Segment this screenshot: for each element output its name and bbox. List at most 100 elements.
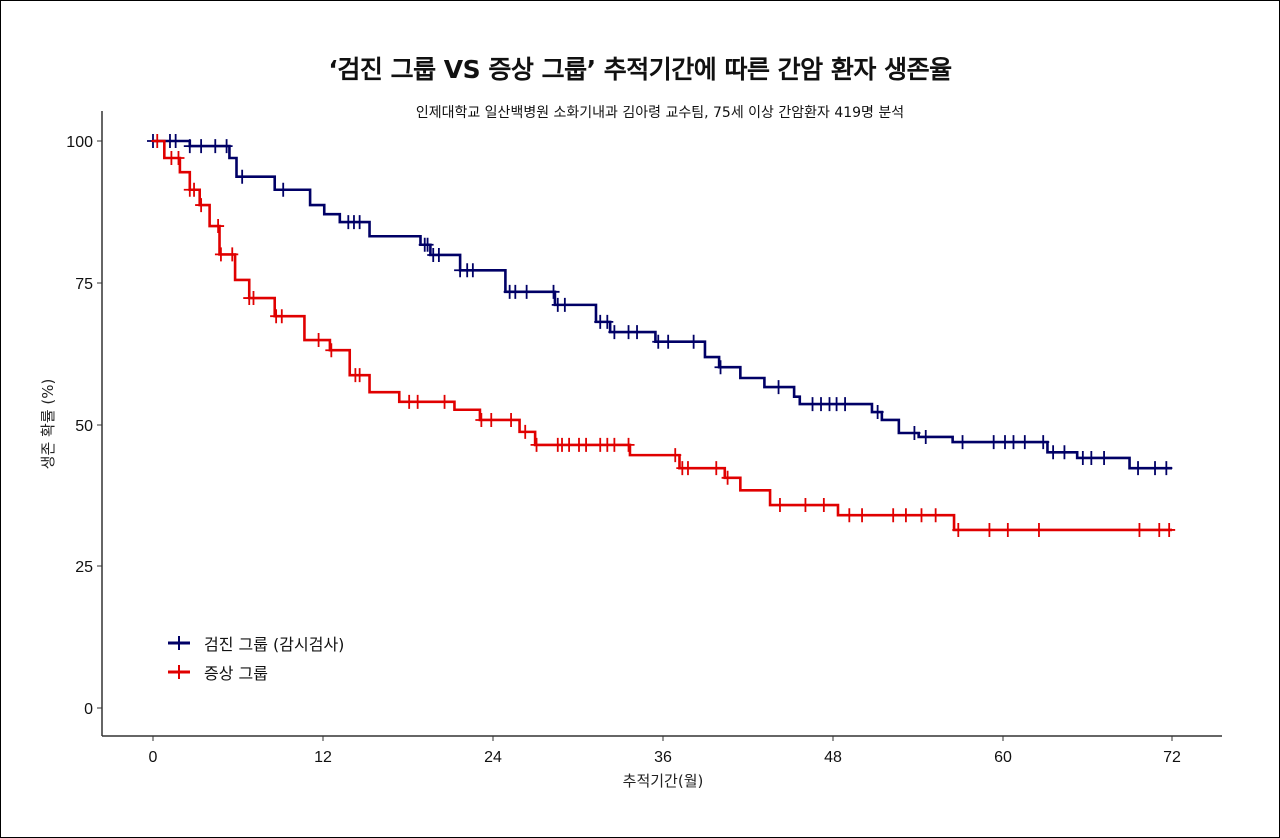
screening-group-curve [153,139,1172,470]
censor-mark-icon [312,333,325,348]
censor-mark-icon [1098,450,1111,465]
censor-mark-icon [714,360,727,375]
censor-mark-icon [843,508,856,523]
censor-mark-icon [485,412,498,427]
censor-mark-icon [1032,522,1045,537]
censor-mark-icon [209,139,222,154]
legend: 검진 그룹 (감시검사) 증상 그룹 [168,635,344,683]
censor-mark-icon [687,334,700,349]
censor-mark-icon [169,134,182,148]
censor-mark-icon [608,437,621,452]
censor-mark-icon [1160,461,1173,476]
censor-mark-icon [919,429,932,444]
legend-item-screening: 검진 그룹 (감시검사) [168,635,344,654]
censor-mark-icon [275,309,288,324]
survival-curves [147,134,1176,537]
censor-mark-icon [799,498,812,513]
y-tick-label: 50 [75,418,93,435]
censor-mark-icon [195,198,208,213]
x-ticks: 0 12 24 36 48 60 72 [149,736,1181,766]
censor-mark-icon [929,508,942,523]
censor-mark-icon [839,397,852,412]
censor-mark-icon [580,437,593,452]
censor-mark-icon [220,139,233,154]
censor-mark-icon [1149,461,1162,476]
censor-mark-icon [558,297,571,312]
censor-mark-icon [195,139,208,154]
censor-mark-icon [277,182,290,197]
censor-mark-icon [212,219,225,234]
y-axis-title: 생존 확률 (%) [39,379,57,470]
censor-mark-icon [1163,522,1176,537]
symptom-group-curve [153,139,1172,532]
censor-mark-icon [1085,450,1098,465]
censor-mark-icon [773,498,786,513]
censor-mark-icon [669,448,682,463]
censor-mark-icon [1058,445,1071,460]
censor-mark-icon [622,437,635,452]
y-tick-label: 75 [75,276,93,293]
censor-mark-icon [871,405,884,420]
x-tick-label: 36 [654,749,672,766]
censor-mark-icon [721,470,734,485]
censor-mark-icon [438,394,451,409]
censor-mark-icon [505,412,518,427]
censor-mark-icon [226,247,239,262]
censor-mark-icon [236,169,249,184]
censor-mark-icon [952,522,965,537]
legend-item-symptom: 증상 그룹 [168,664,268,683]
censor-mark-icon [421,237,434,252]
x-tick-label: 12 [314,749,332,766]
censor-mark-icon [631,325,644,340]
censor-mark-icon [899,508,912,523]
x-tick-label: 24 [484,749,502,766]
censor-mark-icon [519,424,532,439]
x-tick-label: 60 [994,749,1012,766]
censor-mark-icon [710,461,723,476]
censor-mark-icon [188,182,201,197]
censor-mark-icon [247,291,260,306]
censor-mark-icon [1018,435,1031,450]
censor-mark-icon [956,435,969,450]
y-tick-label: 0 [84,701,93,718]
censor-mark-icon [432,247,445,262]
censor-mark-icon [1047,445,1060,460]
x-tick-label: 48 [824,749,842,766]
censor-mark-icon [1133,522,1146,537]
chart-title: ‘검진 그룹 VS 증상 그룹’ 추적기간에 따른 간암 환자 생존율 [328,55,952,84]
censor-mark-icon [856,508,869,523]
censor-mark-icon [547,284,560,299]
censor-mark-icon [411,394,424,409]
censor-mark-icon [353,368,366,383]
x-tick-label: 72 [1163,749,1181,766]
censor-mark-icon [151,134,164,148]
y-ticks: 100 75 50 25 0 [66,134,102,718]
y-tick-label: 100 [66,134,93,151]
censor-mark-icon [325,343,338,358]
censor-mark-icon [887,508,900,523]
legend-label: 증상 그룹 [204,664,268,683]
censor-mark-icon [1037,435,1050,450]
x-axis-title: 추적기간(월) [623,772,704,790]
censor-mark-icon [908,426,921,441]
censor-mark-icon [466,263,479,278]
y-tick-label: 25 [75,559,93,576]
censor-mark-icon [681,461,694,476]
censor-mark-icon [983,522,996,537]
censor-mark-icon [183,139,196,154]
censor-mark-icon [772,380,785,395]
censor-mark-icon [662,334,675,349]
censor-mark-icon [608,325,621,340]
x-tick-label: 0 [149,749,158,766]
censor-mark-icon [509,284,522,299]
censor-mark-icon [530,437,543,452]
censor-mark-icon [1132,461,1145,476]
censor-mark-icon [520,284,533,299]
censor-mark-icon [1007,435,1020,450]
legend-label: 검진 그룹 (감시검사) [204,635,344,654]
censor-mark-icon [915,508,928,523]
censor-mark-icon [1001,522,1014,537]
chart-subtitle: 인제대학교 일산백병원 소화기내과 김아령 교수팀, 75세 이상 간암환자 4… [415,105,905,121]
censor-mark-icon [601,314,614,329]
